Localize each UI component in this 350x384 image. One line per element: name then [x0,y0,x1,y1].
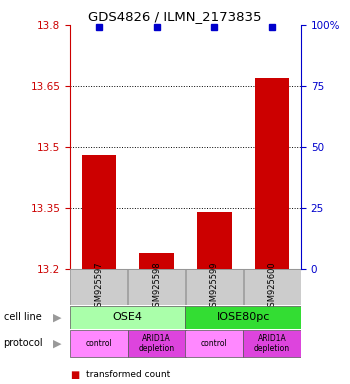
Bar [82,155,116,269]
Text: IOSE80pc: IOSE80pc [217,312,270,323]
Bar [128,330,186,357]
Bar [244,269,301,305]
Text: ARID1A
depletion: ARID1A depletion [139,334,175,353]
Text: GDS4826 / ILMN_2173835: GDS4826 / ILMN_2173835 [88,10,262,23]
Bar [70,269,127,305]
Text: ARID1A
depletion: ARID1A depletion [254,334,290,353]
Bar [186,330,243,357]
Text: GSM925597: GSM925597 [94,262,103,312]
Bar [186,306,301,329]
Bar [70,330,128,357]
Bar [139,253,174,269]
Text: ▶: ▶ [53,312,61,323]
Text: control: control [85,339,112,348]
Text: ■: ■ [70,370,79,380]
Text: cell line: cell line [4,312,41,323]
Text: ▶: ▶ [53,338,61,349]
Text: GSM925599: GSM925599 [210,262,219,312]
Bar [186,269,243,305]
Text: control: control [201,339,228,348]
Text: transformed count: transformed count [86,370,170,379]
Text: OSE4: OSE4 [113,312,143,323]
Bar [70,306,186,329]
Bar [197,212,232,269]
Bar [128,269,185,305]
Text: GSM925600: GSM925600 [268,262,276,312]
Bar [243,330,301,357]
Bar [255,78,289,269]
Text: GSM925598: GSM925598 [152,262,161,312]
Text: protocol: protocol [4,338,43,349]
